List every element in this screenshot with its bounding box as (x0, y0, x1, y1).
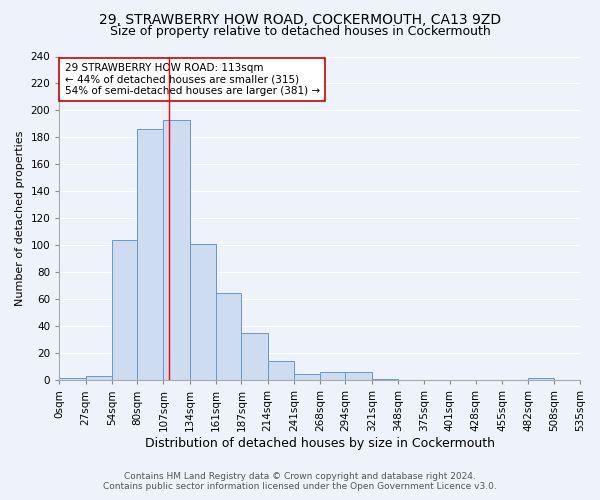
Bar (529, 378, 554, 380)
Bar (86, 376, 112, 380)
Bar (294, 374, 320, 380)
Bar (137, 130, 163, 380)
Text: Contains HM Land Registry data © Crown copyright and database right 2024.
Contai: Contains HM Land Registry data © Crown c… (103, 472, 497, 491)
Bar (320, 372, 346, 380)
Text: Size of property relative to detached houses in Cockermouth: Size of property relative to detached ho… (110, 25, 490, 38)
Bar (268, 362, 294, 380)
Bar (372, 379, 398, 380)
X-axis label: Distribution of detached houses by size in Cockermouth: Distribution of detached houses by size … (145, 437, 494, 450)
Text: 29 STRAWBERRY HOW ROAD: 113sqm
← 44% of detached houses are smaller (315)
54% of: 29 STRAWBERRY HOW ROAD: 113sqm ← 44% of … (65, 63, 320, 96)
Bar (216, 292, 241, 380)
Y-axis label: Number of detached properties: Number of detached properties (15, 130, 25, 306)
Bar (346, 372, 372, 380)
Bar (241, 333, 268, 380)
Bar (163, 120, 190, 380)
Bar (190, 244, 216, 380)
Text: 29, STRAWBERRY HOW ROAD, COCKERMOUTH, CA13 9ZD: 29, STRAWBERRY HOW ROAD, COCKERMOUTH, CA… (99, 12, 501, 26)
Bar (59, 378, 86, 380)
Bar (112, 240, 137, 380)
